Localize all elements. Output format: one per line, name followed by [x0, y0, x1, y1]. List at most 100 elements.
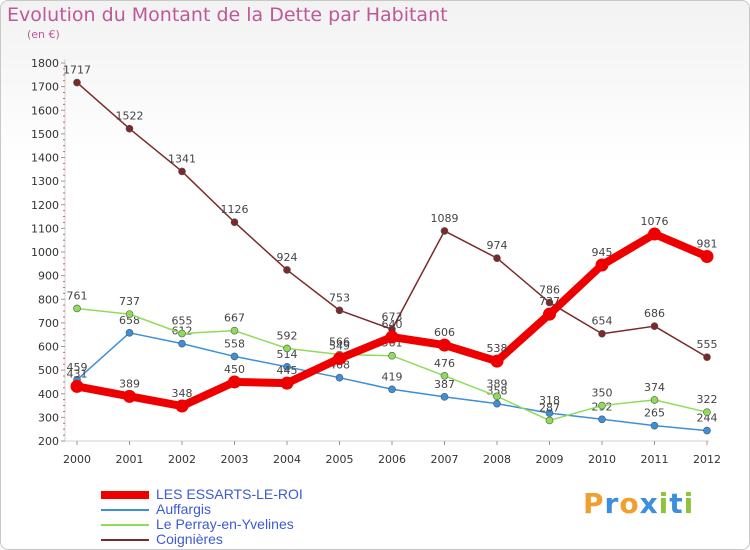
- logo-letter: i: [658, 487, 670, 520]
- y-tick-label: 1300: [31, 175, 59, 188]
- data-point: [493, 392, 501, 401]
- x-tick-label: 2010: [588, 453, 616, 466]
- x-tick-label: 2005: [326, 453, 354, 466]
- data-label: 761: [67, 289, 88, 302]
- y-tick-label: 1100: [31, 222, 59, 235]
- data-point: [493, 254, 501, 262]
- data-label: 431: [67, 367, 88, 380]
- data-label: 667: [224, 312, 245, 325]
- data-point: [703, 408, 711, 416]
- data-label: 244: [697, 412, 718, 425]
- x-tick-label: 2011: [641, 453, 669, 466]
- data-point: [440, 393, 449, 401]
- legend-label: Le Perray-en-Yvelines: [156, 516, 294, 532]
- data-point: [545, 298, 554, 307]
- data-label: 981: [697, 237, 718, 250]
- legend-label: Coignières: [156, 531, 223, 547]
- data-label: 389: [119, 377, 140, 390]
- x-tick-label: 2009: [536, 453, 564, 466]
- data-point: [388, 385, 396, 394]
- data-point: [703, 426, 711, 435]
- legend-swatch: [101, 491, 149, 499]
- y-tick-label: 200: [38, 435, 59, 448]
- y-tick-label: 1200: [31, 199, 59, 212]
- data-point: [650, 322, 659, 330]
- y-tick-label: 700: [38, 317, 59, 330]
- y-tick-label: 1400: [31, 152, 59, 165]
- data-point: [125, 328, 134, 337]
- data-label: 1717: [63, 64, 91, 77]
- y-tick-label: 300: [38, 411, 59, 424]
- data-point: [230, 218, 239, 227]
- data-point: [703, 353, 711, 361]
- data-label: 606: [434, 326, 455, 339]
- data-point: [178, 339, 186, 348]
- x-tick-label: 2000: [63, 453, 91, 466]
- data-point: [280, 376, 294, 390]
- x-tick-label: 2004: [273, 453, 301, 466]
- data-point: [598, 329, 606, 338]
- legend-swatch: [101, 539, 149, 541]
- data-point: [70, 379, 84, 393]
- legend-label: LES ESSARTS-LE-ROI: [156, 486, 303, 502]
- y-tick-label: 600: [38, 341, 59, 354]
- data-label: 737: [119, 295, 140, 308]
- data-label: 737: [539, 295, 560, 308]
- chart-subtitle: (en €): [27, 28, 60, 41]
- data-point: [283, 266, 291, 274]
- data-point: [700, 249, 714, 263]
- data-label: 1076: [641, 215, 669, 228]
- data-point: [650, 396, 659, 404]
- y-tick-label: 1000: [31, 246, 59, 259]
- data-label: 514: [277, 348, 298, 361]
- data-label: 945: [592, 246, 613, 259]
- data-label: 287: [539, 401, 560, 414]
- data-point: [73, 78, 81, 87]
- data-label: 924: [277, 251, 298, 264]
- data-label: 655: [172, 315, 193, 328]
- data-point: [335, 306, 344, 315]
- data-label: 1341: [168, 152, 196, 165]
- x-tick-label: 2007: [431, 453, 459, 466]
- data-label: 658: [119, 314, 140, 327]
- data-label: 753: [329, 291, 350, 304]
- y-tick-label: 500: [38, 364, 59, 377]
- x-tick-label: 2001: [116, 453, 144, 466]
- data-point: [440, 371, 449, 380]
- logo-letter: i: [683, 487, 695, 520]
- data-point: [228, 375, 241, 389]
- data-point: [388, 351, 396, 360]
- x-tick-label: 2008: [483, 453, 511, 466]
- data-point: [178, 167, 186, 176]
- data-label: 445: [277, 364, 298, 377]
- data-point: [125, 310, 134, 318]
- data-label: 566: [329, 336, 350, 349]
- data-point: [543, 307, 556, 321]
- x-tick-label: 2012: [693, 453, 721, 466]
- data-label: 555: [697, 338, 718, 351]
- data-point: [385, 330, 399, 344]
- data-point: [123, 389, 136, 403]
- data-point: [125, 124, 134, 133]
- data-label: 419: [382, 370, 403, 383]
- data-label: 786: [539, 284, 560, 297]
- x-tick-label: 2006: [378, 453, 406, 466]
- logo-letter: P: [583, 487, 605, 520]
- data-point: [283, 363, 291, 371]
- data-label: 459: [67, 361, 88, 374]
- data-point: [493, 399, 501, 408]
- data-label: 1522: [116, 110, 144, 123]
- y-tick-label: 400: [38, 388, 59, 401]
- y-tick-label: 1500: [31, 128, 59, 141]
- data-point: [230, 326, 239, 335]
- data-point: [598, 415, 606, 424]
- data-point: [598, 401, 606, 410]
- data-label: 673: [382, 310, 403, 323]
- data-label: 549: [329, 340, 350, 353]
- data-point: [545, 409, 554, 417]
- data-label: 1089: [431, 212, 459, 225]
- data-point: [175, 399, 189, 413]
- data-point: [73, 304, 81, 313]
